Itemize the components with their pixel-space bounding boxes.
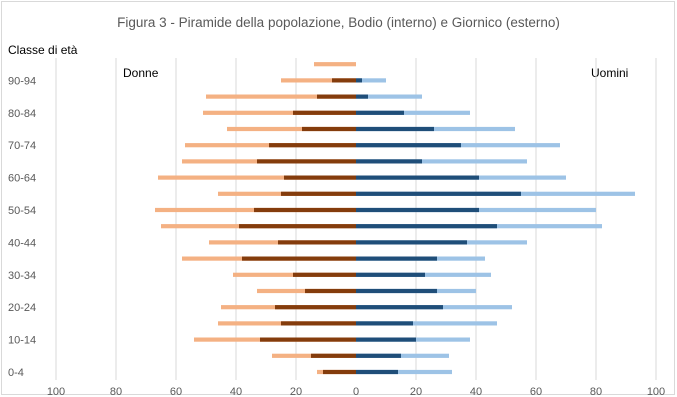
bar-right-85-89 bbox=[356, 94, 368, 99]
y-tick-label: 70-74 bbox=[8, 140, 36, 152]
bar-right-0-4 bbox=[356, 369, 452, 375]
y-tick-label: 20-24 bbox=[8, 302, 36, 314]
bar-right-60-64 bbox=[356, 175, 479, 180]
y-tick-label: 80-84 bbox=[8, 108, 36, 120]
bar-left-80-84 bbox=[293, 110, 356, 115]
bar-right-5-9 bbox=[356, 353, 401, 358]
bar-right-80-84 bbox=[356, 110, 470, 115]
bars bbox=[155, 62, 635, 375]
bar-left-55-59 bbox=[281, 191, 356, 196]
bar-right-5-9 bbox=[356, 353, 449, 358]
y-tick-label: 0-4 bbox=[8, 367, 24, 379]
bar-right-65-69 bbox=[356, 159, 527, 164]
y-tick-label: 30-34 bbox=[8, 270, 36, 282]
x-tick-label: 20 bbox=[410, 386, 422, 397]
chart-title: Figura 3 - Piramide della popolazione, B… bbox=[117, 15, 560, 30]
x-tick-label: 80 bbox=[590, 386, 602, 397]
bar-right-0-4 bbox=[356, 369, 398, 375]
bar-right-25-29 bbox=[356, 288, 437, 294]
bar-left-80-84 bbox=[203, 110, 356, 115]
bar-left-40-44 bbox=[278, 240, 356, 245]
bar-right-75-79 bbox=[356, 126, 434, 132]
grid-lines bbox=[55, 58, 657, 380]
bar-right-90-94 bbox=[356, 78, 386, 83]
bar-right-70-74 bbox=[356, 143, 461, 148]
bar-left-45-49 bbox=[239, 224, 356, 229]
bar-right-65-69 bbox=[356, 159, 422, 164]
bar-left-35-39 bbox=[242, 256, 356, 261]
x-tick-labels: 100 80 60 40 20 0 20 40 60 80 100 bbox=[47, 386, 665, 397]
x-tick-label: 100 bbox=[647, 386, 665, 397]
y-tick-label: 40-44 bbox=[8, 237, 36, 249]
x-tick-label: 40 bbox=[230, 386, 242, 397]
bar-right-90-94 bbox=[356, 78, 362, 83]
bar-left-5-9 bbox=[311, 353, 356, 358]
bar-right-80-84 bbox=[356, 110, 404, 115]
bar-left-95+ bbox=[314, 62, 356, 67]
bar-left-75-79 bbox=[302, 126, 356, 132]
bar-right-50-54 bbox=[356, 207, 479, 213]
bar-left-60-64 bbox=[284, 175, 356, 180]
x-tick-label: 0 bbox=[353, 386, 359, 397]
bar-left-15-19 bbox=[281, 321, 356, 326]
bar-left-65-69 bbox=[257, 159, 356, 164]
x-tick-label: 100 bbox=[47, 386, 65, 397]
bar-right-85-89 bbox=[356, 94, 422, 99]
bar-right-75-79 bbox=[356, 126, 515, 132]
bar-right-35-39 bbox=[356, 256, 437, 261]
x-tick-label: 20 bbox=[290, 386, 302, 397]
x-tick-label: 80 bbox=[110, 386, 122, 397]
bar-right-30-34 bbox=[356, 272, 425, 277]
bar-right-10-14 bbox=[356, 337, 416, 342]
bar-left-85-89 bbox=[206, 94, 356, 99]
y-tick-label: 90-94 bbox=[8, 75, 36, 87]
bar-right-55-59 bbox=[356, 191, 521, 196]
y-tick-labels: 0-4 10-14 20-24 30-34 40-44 50-54 60-64 70-74 80… bbox=[8, 75, 36, 379]
y-tick-label: 50-54 bbox=[8, 205, 36, 217]
bar-left-0-4 bbox=[323, 369, 356, 375]
bar-right-15-19 bbox=[356, 321, 497, 326]
right-side-label: Uomini bbox=[591, 66, 629, 80]
bar-left-30-34 bbox=[293, 272, 356, 277]
bar-left-75-79 bbox=[227, 126, 356, 132]
bar-left-20-24 bbox=[275, 305, 356, 310]
x-tick-label: 40 bbox=[470, 386, 482, 397]
bar-left-10-14 bbox=[260, 337, 356, 342]
bar-right-40-44 bbox=[356, 240, 467, 245]
bar-left-25-29 bbox=[305, 288, 356, 294]
x-tick-label: 60 bbox=[530, 386, 542, 397]
y-tick-label: 10-14 bbox=[8, 335, 36, 347]
y-tick-label: 60-64 bbox=[8, 173, 36, 185]
bar-left-85-89 bbox=[317, 94, 356, 99]
bar-left-90-94 bbox=[281, 78, 356, 83]
bar-left-70-74 bbox=[269, 143, 356, 148]
bar-right-45-49 bbox=[356, 224, 497, 229]
left-side-label: Donne bbox=[123, 66, 159, 80]
bar-right-15-19 bbox=[356, 321, 413, 326]
bar-left-50-54 bbox=[254, 207, 356, 213]
bar-right-20-24 bbox=[356, 305, 443, 310]
x-tick-label: 60 bbox=[170, 386, 182, 397]
bar-left-90-94 bbox=[332, 78, 356, 83]
bar-left-60-64 bbox=[158, 175, 356, 180]
y-axis-title: Classe di età bbox=[8, 43, 78, 57]
